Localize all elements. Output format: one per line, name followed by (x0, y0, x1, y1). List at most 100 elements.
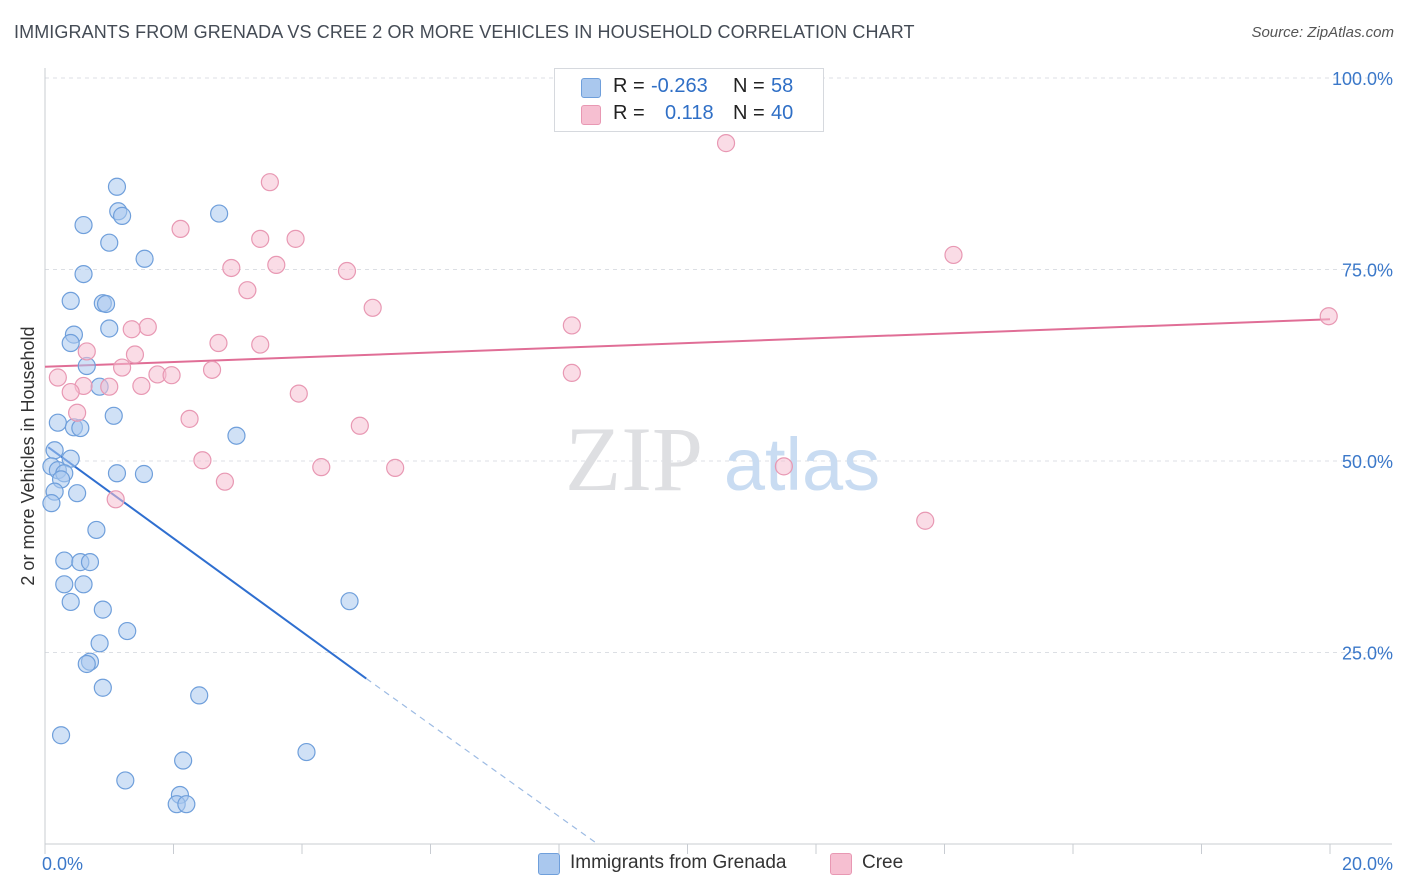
legend-r-label: R = (613, 102, 645, 124)
point-grenada (190, 686, 209, 705)
legend-n-value: 40 (771, 102, 794, 124)
point-cree (562, 316, 581, 335)
point-cree (125, 345, 145, 364)
point-grenada (55, 575, 74, 594)
point-grenada (55, 551, 74, 570)
point-grenada (51, 726, 71, 745)
point-cree (202, 360, 222, 379)
point-cree (386, 458, 405, 477)
point-cree (180, 409, 199, 428)
legend-swatch-cree (581, 105, 601, 125)
point-cree (106, 490, 125, 509)
watermark-zip: ZIP (565, 408, 703, 510)
point-cree (48, 368, 67, 387)
point-grenada (74, 215, 93, 235)
series-swatch-grenada (538, 853, 560, 875)
point-grenada (61, 333, 80, 353)
watermark-atlas: atlas (724, 423, 880, 506)
trend-line-extension-0 (365, 678, 598, 845)
point-grenada (112, 206, 132, 225)
point-grenada (107, 464, 127, 483)
legend-row-grenada: R = -0.263 N = 58 (555, 73, 823, 101)
series-label-grenada: Immigrants from Grenada (570, 852, 787, 873)
series-swatch-cree (830, 853, 852, 875)
point-cree (68, 403, 87, 422)
point-cree (138, 317, 157, 337)
point-grenada (77, 654, 96, 674)
point-cree (916, 511, 935, 530)
y-tick-label: 75.0% (1342, 261, 1393, 281)
y-tick-label: 100.0% (1332, 69, 1393, 89)
point-grenada (100, 233, 119, 252)
point-cree (132, 376, 151, 396)
point-grenada (80, 553, 100, 572)
legend-n-label: N = (733, 102, 765, 124)
point-cree (209, 333, 228, 353)
point-cree (1319, 307, 1338, 326)
point-cree (251, 229, 270, 248)
point-cree (77, 342, 96, 361)
chart-title: IMMIGRANTS FROM GRENADA VS CREE 2 OR MOR… (14, 22, 915, 42)
point-cree (562, 363, 581, 383)
x-tick-label: 0.0% (42, 854, 83, 874)
point-grenada (107, 177, 127, 196)
data-points (42, 134, 1338, 814)
point-cree (267, 255, 286, 275)
point-cree (238, 281, 257, 300)
point-cree (222, 258, 241, 278)
watermark: ZIP atlas (565, 408, 880, 510)
y-axis-label: 2 or more Vehicles in Household (18, 326, 38, 585)
point-grenada (61, 592, 80, 612)
point-cree (716, 134, 736, 153)
point-grenada (93, 600, 112, 619)
point-cree (350, 416, 369, 435)
y-tick-label: 25.0% (1342, 644, 1393, 664)
grid-lines (45, 77, 1392, 653)
point-cree (337, 261, 357, 281)
point-grenada (100, 319, 119, 338)
point-grenada (90, 634, 109, 653)
point-grenada (118, 621, 137, 641)
x-tick-label: 20.0% (1342, 854, 1393, 874)
point-grenada (45, 441, 64, 460)
trend-lines (44, 318, 1331, 845)
y-tick-label: 50.0% (1342, 452, 1393, 472)
point-grenada (210, 204, 229, 223)
point-cree (162, 366, 181, 385)
point-grenada (68, 484, 87, 503)
point-cree (171, 219, 190, 239)
legend-n-label: N = (733, 75, 765, 97)
point-cree (312, 458, 331, 477)
legend-row-cree: R = 0.118 N = 40 (555, 100, 823, 128)
trend-line-0 (47, 446, 367, 680)
correlation-legend: R = -0.263 N = 58 R = 0.118 N = 40 (554, 68, 824, 132)
point-grenada (48, 413, 67, 432)
point-grenada (134, 464, 154, 484)
point-cree (100, 377, 119, 396)
point-grenada (227, 426, 246, 445)
point-grenada (297, 742, 316, 762)
point-cree (122, 320, 141, 339)
legend-swatch-grenada (581, 78, 601, 98)
point-grenada (61, 291, 80, 311)
point-grenada (96, 294, 116, 314)
legend-n-value: 58 (771, 75, 794, 97)
point-cree (251, 335, 270, 354)
axes (44, 68, 1392, 854)
point-cree (944, 245, 963, 265)
tick-labels: 25.0% 50.0% 75.0% 100.0% 0.0% 20.0% (42, 69, 1393, 874)
point-grenada (174, 751, 193, 770)
point-cree (61, 382, 80, 402)
point-grenada (135, 249, 154, 268)
trend-line-1 (44, 318, 1331, 368)
source-label: Source: ZipAtlas.com (1251, 24, 1394, 41)
point-cree (215, 472, 234, 491)
point-grenada (93, 678, 112, 697)
series-label-cree: Cree (862, 852, 904, 873)
point-grenada (340, 592, 359, 611)
point-cree (774, 457, 793, 476)
legend-r-value: -0.263 (651, 75, 708, 97)
point-grenada (87, 520, 106, 540)
point-cree (260, 173, 279, 192)
